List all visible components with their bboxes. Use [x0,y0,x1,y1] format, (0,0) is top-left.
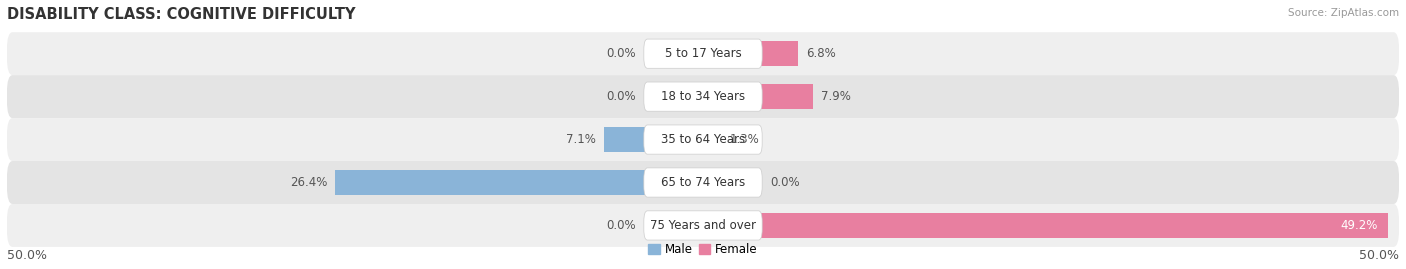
Text: 65 to 74 Years: 65 to 74 Years [661,176,745,189]
FancyBboxPatch shape [7,118,1399,161]
Text: 18 to 34 Years: 18 to 34 Years [661,90,745,103]
Text: 50.0%: 50.0% [1360,249,1399,262]
Text: 49.2%: 49.2% [1341,219,1378,232]
Bar [703,84,813,109]
Text: 5 to 17 Years: 5 to 17 Years [665,47,741,60]
Text: Source: ZipAtlas.com: Source: ZipAtlas.com [1288,8,1399,18]
Text: 75 Years and over: 75 Years and over [650,219,756,232]
Text: DISABILITY CLASS: COGNITIVE DIFFICULTY: DISABILITY CLASS: COGNITIVE DIFFICULTY [7,7,356,22]
Text: 35 to 64 Years: 35 to 64 Years [661,133,745,146]
FancyBboxPatch shape [7,32,1399,75]
Bar [605,127,703,152]
FancyBboxPatch shape [644,39,762,68]
Text: 0.0%: 0.0% [606,90,636,103]
Bar [336,170,703,195]
Bar [703,41,797,66]
FancyBboxPatch shape [7,75,1399,118]
Text: 1.3%: 1.3% [730,133,759,146]
Text: 0.0%: 0.0% [606,47,636,60]
Text: 26.4%: 26.4% [290,176,328,189]
FancyBboxPatch shape [7,204,1399,247]
Text: 50.0%: 50.0% [7,249,46,262]
Text: 6.8%: 6.8% [806,47,835,60]
Legend: Male, Female: Male, Female [644,238,762,261]
Text: 0.0%: 0.0% [606,219,636,232]
FancyBboxPatch shape [644,82,762,111]
Text: 7.9%: 7.9% [821,90,851,103]
Bar [703,127,721,152]
Text: 0.0%: 0.0% [770,176,800,189]
Text: 7.1%: 7.1% [567,133,596,146]
FancyBboxPatch shape [644,125,762,154]
Bar [703,213,1388,238]
FancyBboxPatch shape [644,168,762,197]
FancyBboxPatch shape [7,161,1399,204]
FancyBboxPatch shape [644,211,762,240]
